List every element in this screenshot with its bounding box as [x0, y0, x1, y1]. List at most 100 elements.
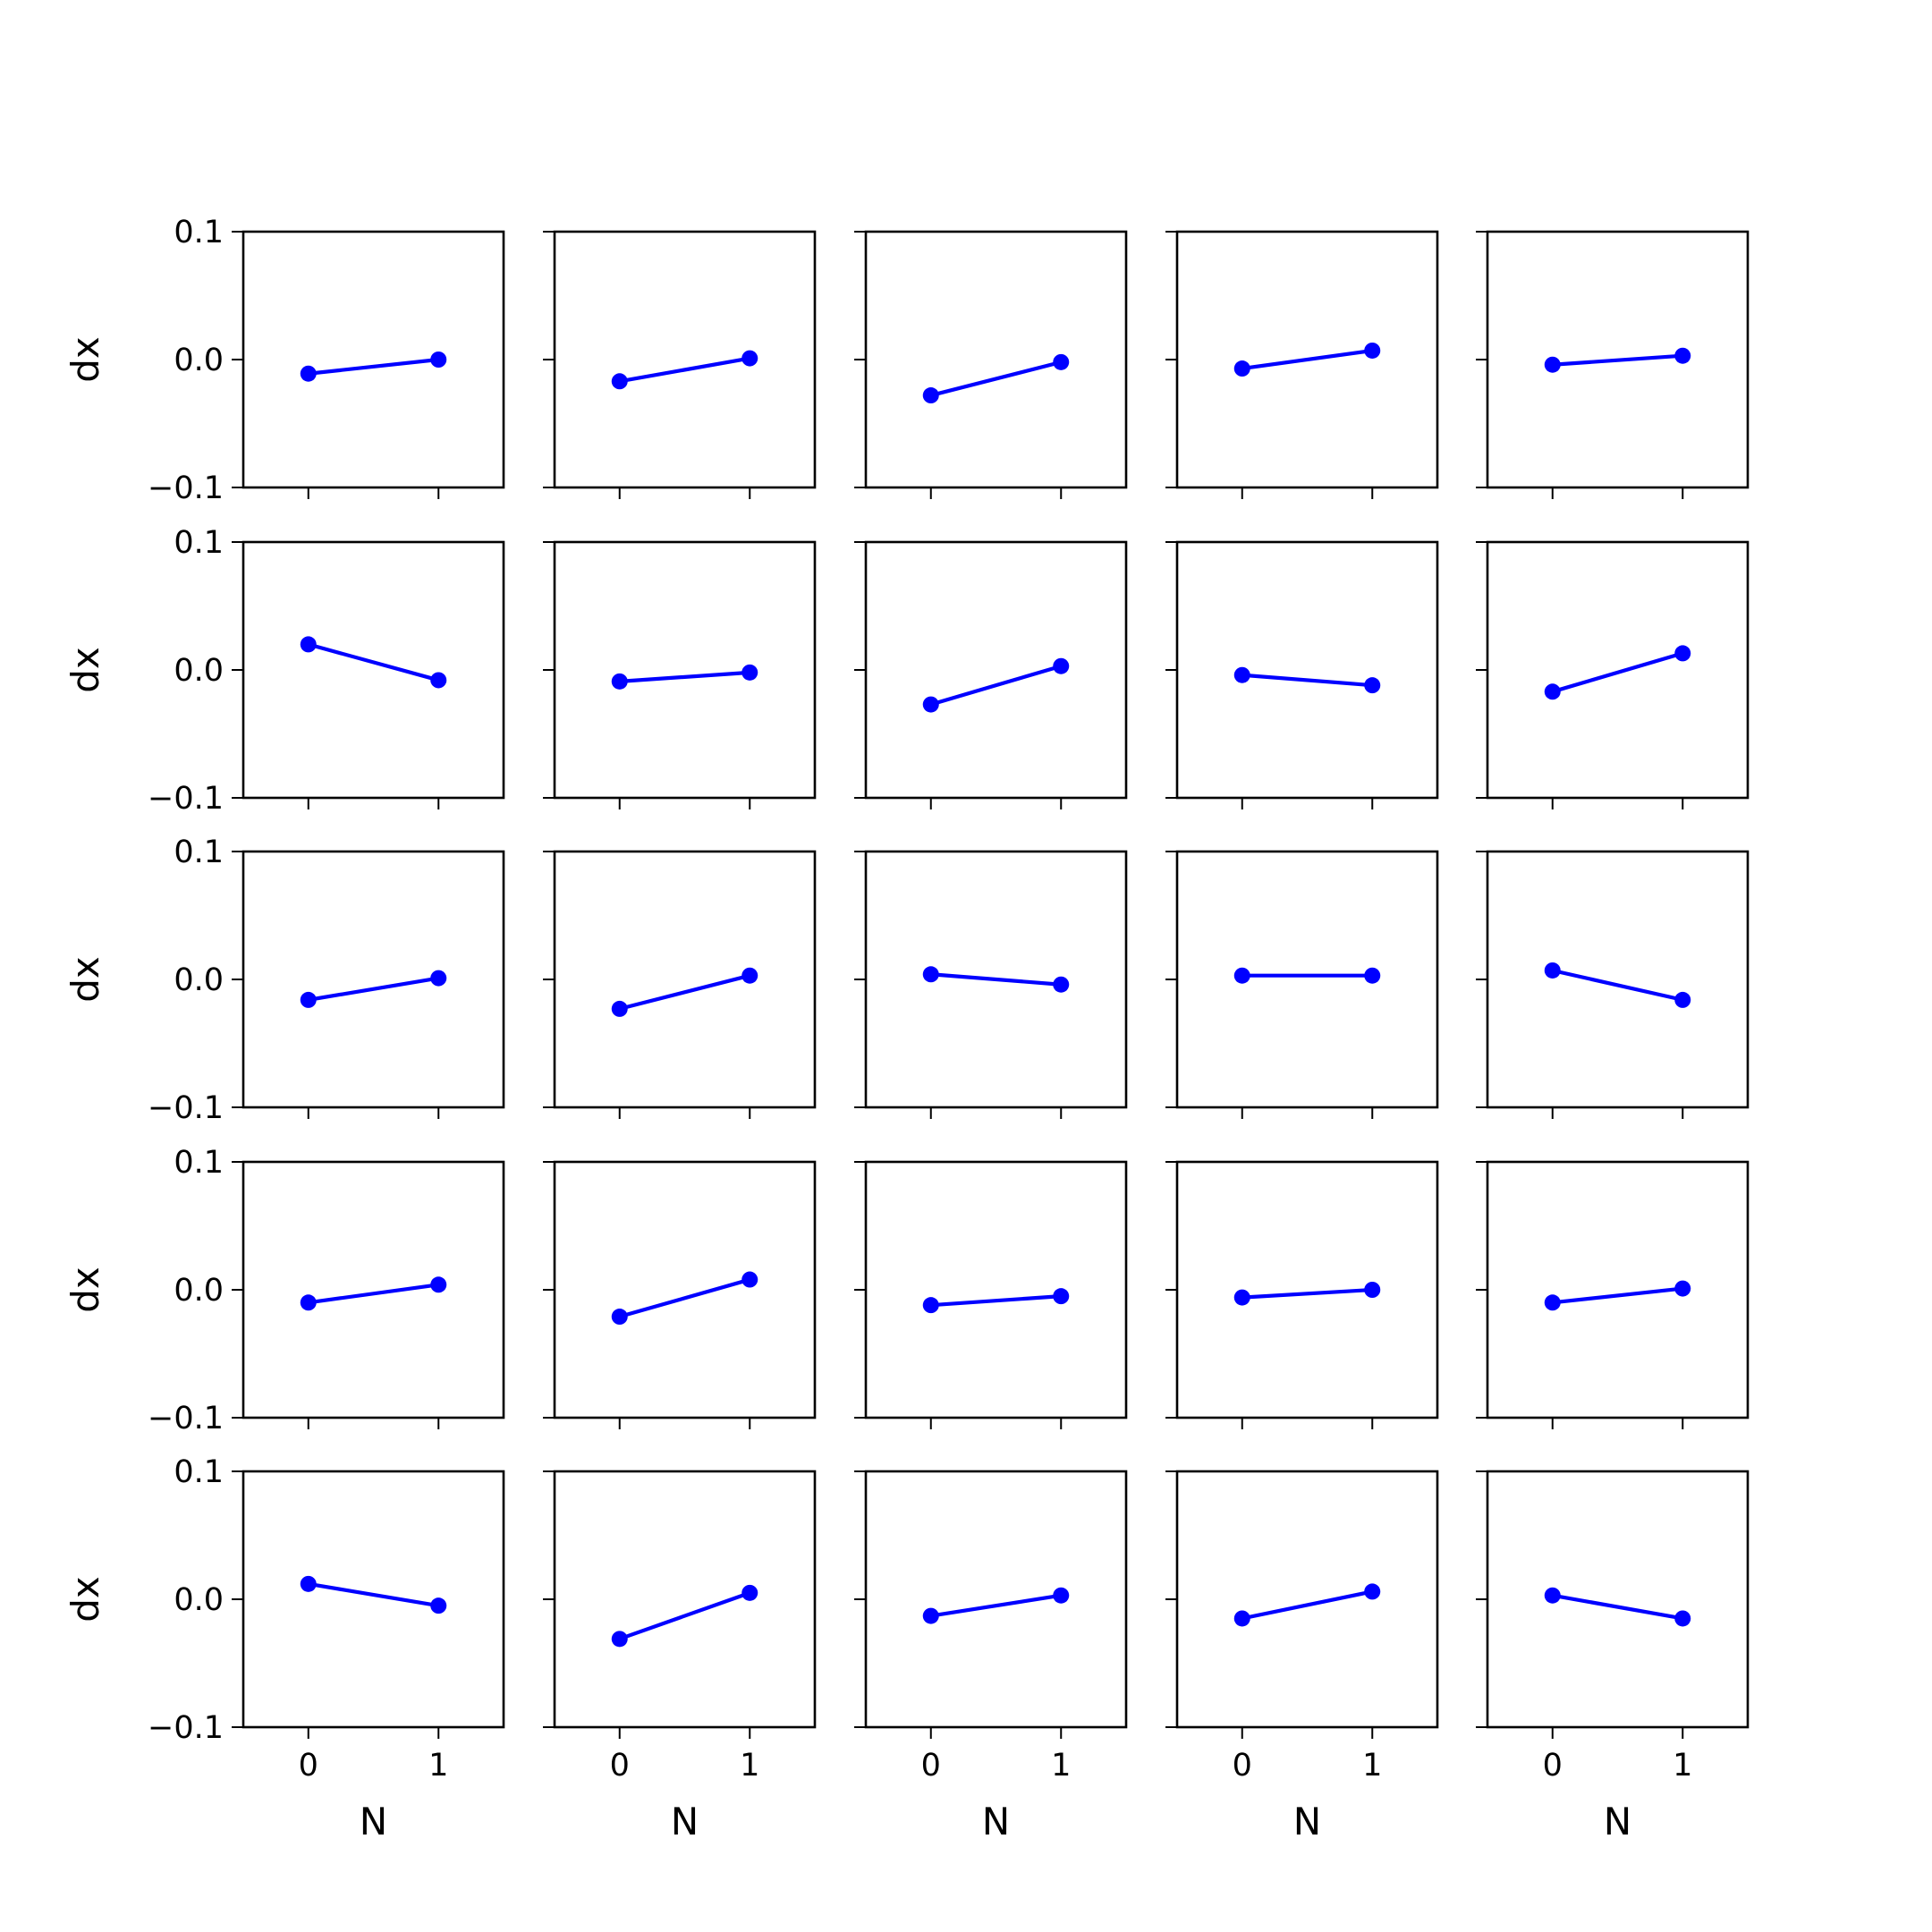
data-point [430, 1597, 447, 1614]
subplot-r2-c3 [854, 540, 1128, 809]
y-tick-label: 0.0 [174, 1582, 224, 1618]
data-point [1053, 976, 1070, 993]
data-point [300, 365, 317, 382]
x-tick-label: 1 [1673, 1748, 1692, 1784]
subplot-r4-c3 [854, 1160, 1128, 1429]
subplot-r2-c1: 0.1 0.0 −0.1 dx [64, 525, 505, 817]
axes-frame [1486, 1160, 1750, 1419]
subplot-r1-c3 [854, 230, 1128, 499]
axes-frame [864, 1470, 1128, 1729]
data-point [1053, 1288, 1070, 1305]
x-tick-label: 0 [1543, 1748, 1563, 1784]
subplot-r1-c5 [1476, 230, 1750, 499]
data-point [1233, 1610, 1250, 1627]
series-line [1552, 1593, 1683, 1621]
series-line [930, 1593, 1062, 1618]
y-tick-label: 0.0 [174, 343, 224, 378]
subplot-r2-c2 [543, 540, 817, 809]
y-tick-label: 0.0 [174, 653, 224, 689]
data-point [1674, 1610, 1691, 1627]
data-point [611, 1309, 628, 1326]
data-point [741, 664, 758, 681]
axes-frame [1486, 1470, 1750, 1729]
series-line [1552, 1286, 1683, 1305]
axes-frame [242, 1160, 505, 1419]
y-axis-label: dx [64, 647, 107, 693]
data-point [1674, 347, 1691, 364]
series-line [930, 360, 1062, 398]
axes-frame [553, 1470, 817, 1729]
subplot-r4-c1: 0.1 0.0 −0.1 dx [64, 1145, 505, 1436]
axes-frame [864, 540, 1128, 800]
data-point [1364, 677, 1381, 694]
axes-frame [553, 1160, 817, 1419]
y-axis-label: dx [64, 1576, 107, 1623]
data-point [430, 970, 447, 987]
subplot-r1-c4 [1165, 230, 1439, 499]
axes-frame [864, 230, 1128, 489]
data-point [1233, 666, 1250, 683]
y-tick-label: −0.1 [148, 1401, 224, 1436]
data-point [1674, 645, 1691, 662]
series-line [619, 973, 750, 1011]
axes-frame [242, 1470, 505, 1729]
series-line [619, 670, 750, 683]
data-point [1544, 683, 1561, 700]
series-line [308, 1581, 439, 1608]
y-axis-label: dx [64, 336, 107, 383]
data-point [300, 991, 317, 1008]
subplot-r4-c2 [543, 1160, 817, 1429]
x-axis-label: N [671, 1800, 699, 1843]
series-line [308, 1283, 439, 1305]
subplot-r3-c4 [1165, 850, 1439, 1119]
data-point [1544, 1294, 1561, 1311]
subplot-r3-c5 [1476, 850, 1750, 1119]
series-line [930, 664, 1062, 707]
subplot-r5-c3: 0 1 N [854, 1470, 1128, 1843]
x-tick-label: 0 [921, 1748, 941, 1784]
data-point [1053, 1587, 1070, 1604]
data-point [922, 696, 939, 713]
series-line [308, 357, 439, 376]
data-point [922, 1297, 939, 1314]
axes-frame [864, 1160, 1128, 1419]
y-axis-label: dx [64, 1267, 107, 1313]
axes-frame [242, 850, 505, 1109]
y-tick-label: 0.1 [174, 1454, 224, 1490]
data-point [300, 1575, 317, 1592]
data-point [1053, 353, 1070, 370]
data-point [922, 1607, 939, 1624]
axes-frame [1175, 1160, 1439, 1419]
data-point [741, 1584, 758, 1601]
data-point [922, 966, 939, 983]
data-point [1674, 991, 1691, 1008]
subplot-r1-c2 [543, 230, 817, 499]
subplot-r5-c2: 0 1 N [543, 1470, 817, 1843]
data-point [1233, 967, 1250, 984]
series-line [619, 1590, 750, 1641]
data-point [1233, 1289, 1250, 1306]
axes-frame [1175, 850, 1439, 1109]
subplot-r3-c1: 0.1 0.0 −0.1 dx [64, 835, 505, 1126]
y-tick-label: −0.1 [148, 470, 224, 506]
series-line [1552, 968, 1683, 1002]
series-line [619, 356, 750, 384]
data-point [1544, 356, 1561, 373]
series-line [930, 1294, 1062, 1308]
axes-frame [1175, 540, 1439, 800]
series-line [308, 642, 439, 682]
series-line [1552, 651, 1683, 694]
data-point [1364, 1583, 1381, 1600]
data-point [1364, 967, 1381, 984]
x-axis-label: N [1293, 1800, 1321, 1843]
x-tick-label: 0 [299, 1748, 318, 1784]
x-tick-label: 1 [1362, 1748, 1382, 1784]
x-axis-label: N [360, 1800, 387, 1843]
data-point [430, 672, 447, 689]
x-tick-label: 1 [1051, 1748, 1071, 1784]
subplot-r5-c1: 0.1 0.0 −0.1 0 1 dx N [64, 1454, 505, 1843]
series-line [619, 1277, 750, 1319]
y-tick-label: 0.1 [174, 525, 224, 561]
x-tick-label: 0 [610, 1748, 630, 1784]
